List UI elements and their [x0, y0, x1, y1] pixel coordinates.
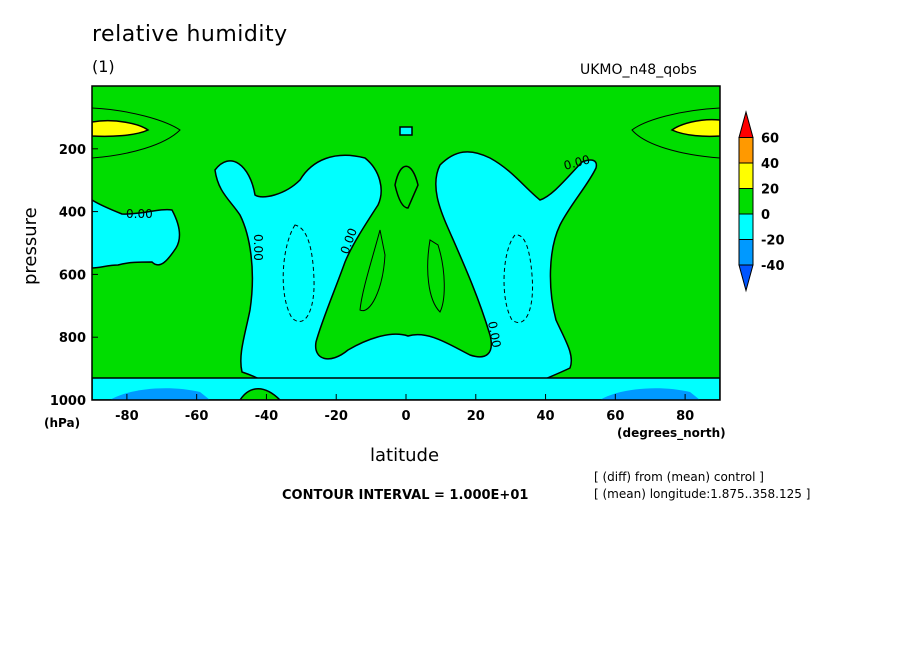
note-mean: [ (mean) longitude:1.875..358.125 ]: [594, 487, 811, 501]
field-positive-left: [92, 119, 150, 138]
y-tick-label: 600: [59, 268, 86, 283]
y-tick-label: 200: [59, 143, 86, 158]
colorbar-segment: [738, 213, 754, 240]
note-diff: [ (diff) from (mean) control ]: [594, 470, 764, 484]
field-positive-right: [670, 118, 720, 138]
colorbar-segment: [738, 239, 754, 266]
contour-label: 0.00: [251, 234, 265, 261]
field-negative-surface-right: [600, 388, 700, 400]
contour-thin-right-arc: [631, 107, 720, 159]
colorbar-level-label: -20: [761, 234, 785, 249]
field-central-pillar: [394, 165, 419, 209]
x-tick-label: -20: [324, 409, 348, 424]
x-axis-label: latitude: [370, 445, 440, 466]
chart-subtitle: (1): [92, 57, 115, 76]
colorbar-level-label: -40: [761, 259, 785, 274]
colorbar-top-arrow: [738, 110, 754, 138]
y-tick-label: 1000: [50, 394, 86, 409]
contour-dashed-right: [503, 234, 534, 323]
contour-label: 0.00: [485, 320, 503, 349]
field-small-negative-top: [399, 126, 413, 136]
colorbar-level-label: 0: [761, 208, 770, 223]
chart-title: relative humidity: [92, 22, 288, 47]
field-negative-surface-left: [110, 388, 210, 400]
y-axis-ticks: 200 400 600 800 1000: [50, 143, 98, 409]
x-tick-label: 80: [676, 409, 694, 424]
x-tick-label: -80: [115, 409, 139, 424]
y-tick-label: 800: [59, 331, 86, 346]
x-axis-units: (degrees_north): [617, 426, 726, 440]
y-axis-units: (hPa): [44, 416, 81, 430]
colorbar-bottom-arrow: [738, 264, 754, 293]
contour-thin-interior-right: [427, 239, 445, 313]
y-tick-label: 400: [59, 206, 86, 221]
x-tick-label: 40: [537, 409, 555, 424]
y-axis-label: pressure: [20, 207, 41, 285]
x-tick-label: -60: [185, 409, 209, 424]
colorbar-segment: [738, 137, 754, 164]
x-tick-label: 60: [606, 409, 624, 424]
contour-interval: CONTOUR INTERVAL = 1.000E+01: [282, 488, 529, 503]
contour-thin-left-arc: [92, 107, 181, 159]
contour-label: 0.00: [562, 152, 591, 172]
colorbar-level-label: 20: [761, 183, 779, 198]
contour-thin-interior-left: [359, 229, 386, 312]
x-tick-label: 20: [467, 409, 485, 424]
field-negative-left-pole: [92, 199, 181, 269]
colorbar: 60 40 20 0 -20 -40: [738, 110, 785, 293]
contour-fields: [92, 86, 720, 400]
run-label: UKMO_n48_qobs: [580, 62, 697, 78]
colorbar-level-label: 60: [761, 132, 779, 147]
x-tick-label: 0: [401, 409, 410, 424]
colorbar-segment: [738, 188, 754, 215]
contour-label: 0.00: [126, 207, 153, 221]
x-axis-ticks: -80 -60 -40 -20 0 20 40 60 80: [115, 394, 694, 424]
colorbar-segment: [738, 162, 754, 189]
x-tick-label: -40: [255, 409, 279, 424]
colorbar-level-label: 40: [761, 157, 779, 172]
field-negative-central: [214, 151, 598, 400]
